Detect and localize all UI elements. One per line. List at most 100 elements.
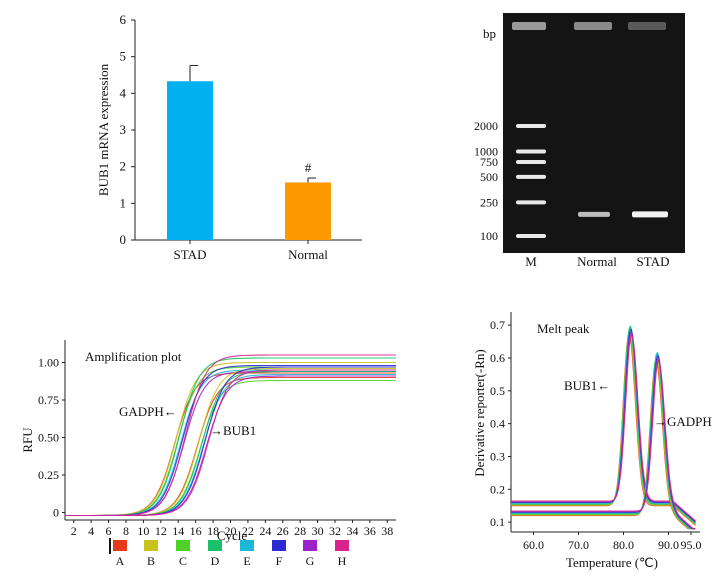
amp-legend-label: B — [147, 554, 155, 568]
gel-well — [628, 22, 666, 30]
amp-x-tick-label: 6 — [106, 524, 112, 538]
amp-x-tick-label: 8 — [123, 524, 129, 538]
amp-legend-swatch — [303, 540, 317, 551]
gel-marker-band — [516, 200, 546, 205]
amp-legend-label: H — [338, 554, 347, 568]
melt-curve-bub1 — [511, 329, 696, 523]
bar-y-tick-label: 5 — [120, 49, 127, 64]
gel-lane-label: Normal — [577, 254, 617, 269]
melt-x-tick-label: 80.0 — [613, 538, 634, 552]
bar-y-tick-label: 2 — [120, 159, 127, 174]
amp-x-tick-label: 18 — [207, 524, 219, 538]
bar-significance-mark: # — [305, 160, 312, 175]
amp-legend-swatch — [272, 540, 286, 551]
amp-x-tick-label: 24 — [259, 524, 271, 538]
melt-curve-gadph — [511, 359, 696, 530]
amp-legend-swatch — [113, 540, 127, 551]
amp-x-tick-label: 30 — [312, 524, 324, 538]
amp-annotation-gadph: GADPH← — [119, 404, 177, 419]
amp-legend-label: G — [306, 554, 315, 568]
gel-marker-label: 100 — [480, 229, 498, 243]
amp-legend-label: D — [211, 554, 220, 568]
melt-y-axis-label: Derivative reporter(-Rn) — [472, 349, 487, 476]
amp-x-tick-label: 2 — [71, 524, 77, 538]
gel-lane-label: STAD — [637, 254, 670, 269]
melt-axes: 0.1 0.2 0.3 0.4 0.5 0.6 0.7 60.0 70.0 80.0 90.0 95.… — [490, 312, 702, 552]
gel-marker-band — [516, 124, 546, 128]
gel-marker-label: 500 — [480, 170, 498, 184]
amp-x-tick-label: 20 — [225, 524, 237, 538]
amp-legend-swatch — [240, 540, 254, 551]
amp-x-tick-label: 28 — [294, 524, 306, 538]
gel-marker-band — [516, 234, 546, 238]
bar-stad — [167, 81, 213, 240]
amp-legend-label: A — [116, 554, 125, 568]
amp-x-axis-label: Cycle — [217, 528, 248, 543]
amp-legend-label: C — [179, 554, 187, 568]
amp-y-tick-label: 0.50 — [38, 431, 59, 445]
amp-legend-swatch — [208, 540, 222, 551]
gel-marker-band — [516, 160, 546, 165]
amp-curve-bub1 — [65, 369, 396, 517]
melt-y-tick-label: 0.4 — [490, 417, 505, 431]
melt-x-tick-label: 90.0 — [658, 538, 679, 552]
gel-marker-label: 1000 — [474, 144, 498, 158]
bar-axes: 0 1 2 3 4 5 6 STAD Normal — [120, 12, 362, 262]
amp-x-tick-label: 4 — [88, 524, 94, 538]
amp-axes: 00.250.500.751.002 4 6 8 10 12 14 16 18 20 22 24 26 2… — [38, 340, 396, 538]
amp-legend-label: E — [243, 554, 250, 568]
melt-title: Melt peak — [537, 321, 590, 336]
bar-y-tick-label: 0 — [120, 232, 127, 247]
amp-x-tick-label: 32 — [329, 524, 341, 538]
melt-curve-bub1 — [511, 325, 696, 524]
amp-title: Amplification plot — [85, 349, 182, 364]
amp-x-tick-label: 10 — [137, 524, 149, 538]
amp-x-tick-label: 16 — [190, 524, 202, 538]
melt-y-tick-label: 0.2 — [490, 482, 505, 496]
amp-legend: A B C D E F G H — [109, 538, 349, 568]
bar-marks: # — [167, 64, 331, 240]
gel-marker-label: 750 — [480, 155, 498, 169]
bar-y-tick-label: 1 — [120, 195, 127, 210]
melt-lines — [511, 325, 696, 530]
amp-x-tick-label: 22 — [242, 524, 254, 538]
amp-x-tick-label: 38 — [381, 524, 393, 538]
melt-curve-bub1 — [511, 332, 696, 526]
bar-y-tick-label: 4 — [120, 85, 127, 100]
bar-x-tick-label: Normal — [288, 247, 328, 262]
amp-y-tick-label: 0.75 — [38, 393, 59, 407]
amp-y-tick-label: 0.25 — [38, 468, 59, 482]
melt-y-tick-label: 0.3 — [490, 449, 505, 463]
gel-marker-band — [516, 149, 546, 154]
bar-y-tick-label: 6 — [120, 12, 127, 27]
melt-x-tick-label: 95.0 — [681, 538, 702, 552]
melt-y-tick-label: 0.1 — [490, 515, 505, 529]
gel-well — [574, 22, 612, 30]
amp-x-tick-label: 36 — [364, 524, 376, 538]
gel-bp-label: bp — [483, 26, 496, 41]
amp-legend-swatch — [335, 540, 349, 551]
amp-y-tick-label: 0 — [53, 506, 59, 520]
amp-x-tick-label: 26 — [277, 524, 289, 538]
gel-marker-label: 2000 — [474, 119, 498, 133]
melt-curve-bub1 — [511, 325, 696, 524]
gel-marker-band — [516, 174, 546, 179]
gel-band-normal — [578, 211, 610, 217]
melt-curve-bub1 — [511, 330, 696, 526]
bar-y-tick-label: 3 — [120, 122, 127, 137]
gel-lane-label: M — [525, 254, 537, 269]
gel-marker-label: 250 — [480, 195, 498, 209]
melt-curve-bub1 — [511, 330, 696, 522]
melt-curve-bub1 — [511, 329, 696, 525]
amp-x-tick-label: 14 — [172, 524, 184, 538]
melt-y-tick-label: 0.5 — [490, 384, 505, 398]
bar-x-tick-label: STAD — [174, 247, 207, 262]
melt-y-tick-label: 0.6 — [490, 351, 505, 365]
bar-normal — [285, 182, 331, 240]
gel-band-stad — [632, 211, 668, 218]
